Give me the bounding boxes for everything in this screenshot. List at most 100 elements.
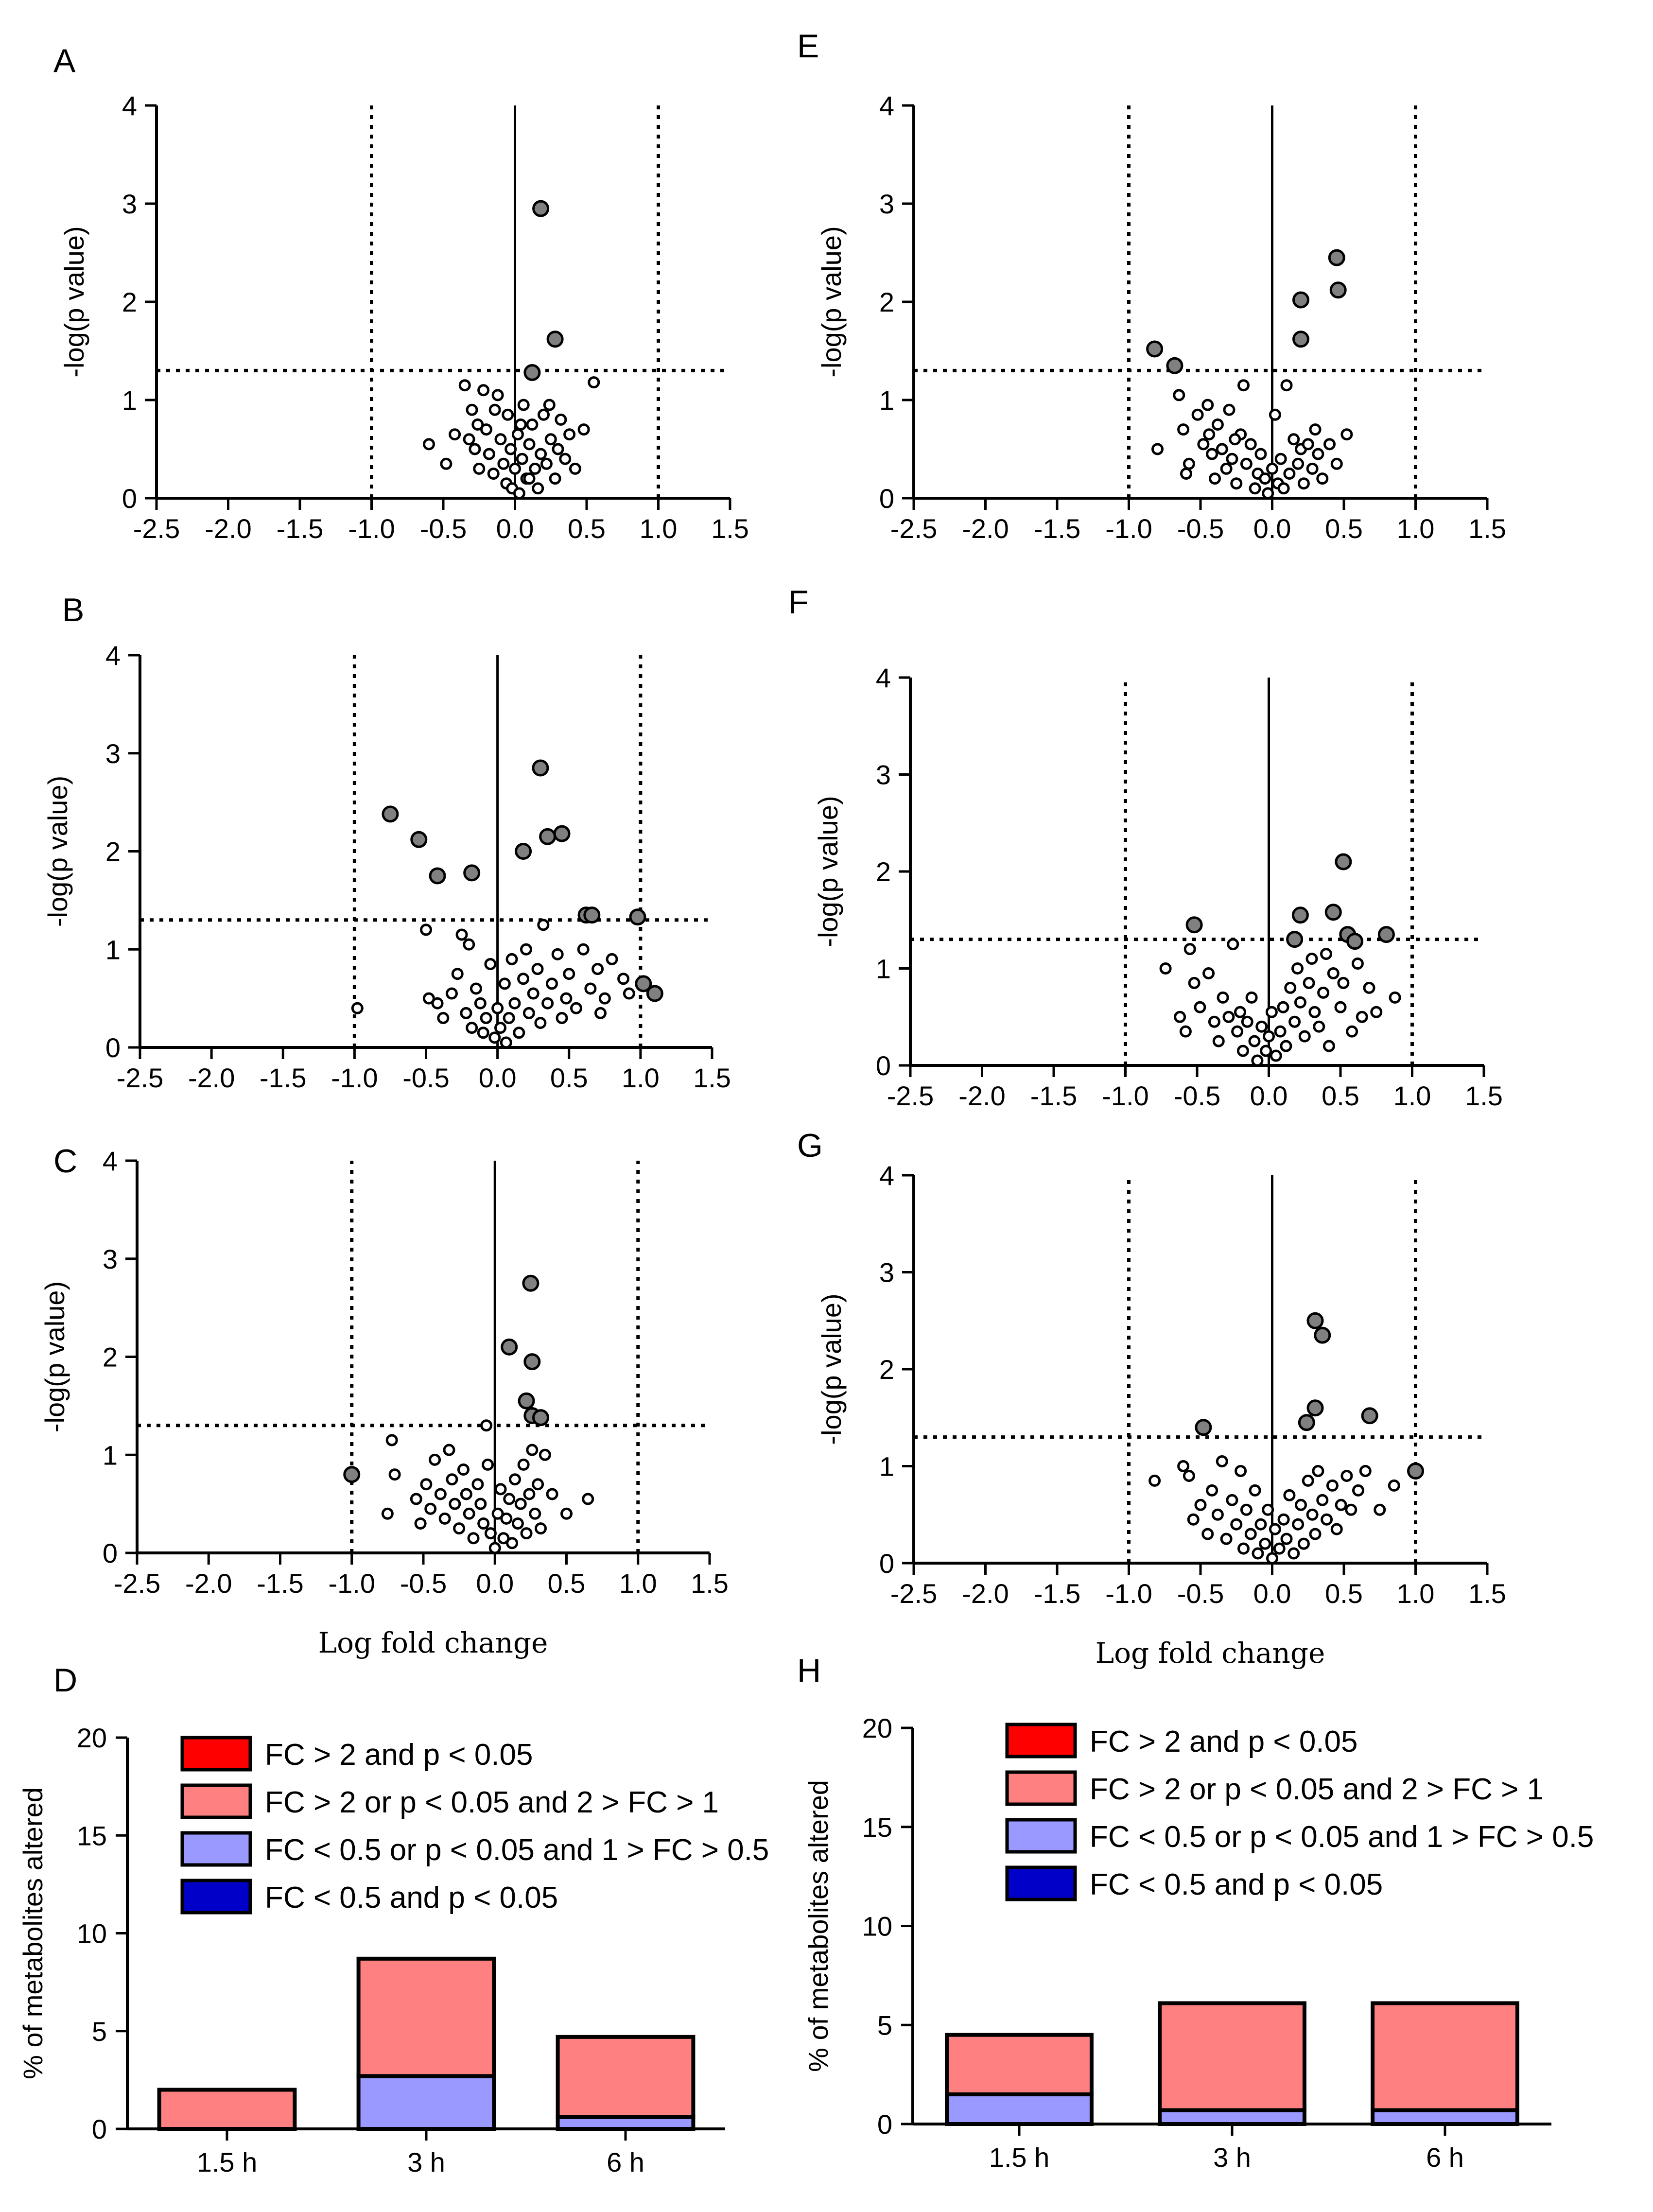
x-tick-label-c: 1.0 [619, 1568, 657, 1599]
data-point-e [1259, 472, 1271, 485]
data-point-b [488, 1031, 501, 1044]
legend-swatch-h [1005, 1770, 1077, 1806]
x-tick-label-a: -0.5 [420, 513, 467, 544]
data-point-g [1201, 1528, 1214, 1540]
data-point-b [474, 997, 487, 1010]
data-point-b [545, 977, 558, 990]
data-point-e [1330, 457, 1343, 470]
data-point-a [471, 418, 484, 431]
data-point-c [453, 1522, 466, 1535]
significant-point-b [553, 825, 571, 842]
data-point-e [1211, 418, 1224, 431]
legend-label-d: FC > 2 and p < 0.05 [265, 1738, 533, 1772]
data-point-f [1174, 1010, 1186, 1023]
x-axis-label-c: Log fold change [318, 1626, 548, 1659]
data-point-g [1177, 1460, 1190, 1472]
data-point-b [598, 992, 611, 1005]
data-point-e [1244, 438, 1257, 451]
data-point-a [469, 443, 481, 455]
data-point-a [569, 462, 581, 475]
data-point-g [1249, 1484, 1261, 1497]
data-point-a [563, 428, 576, 441]
data-point-g [1288, 1547, 1300, 1560]
data-point-e [1306, 462, 1319, 475]
y-tick-label-h: 0 [877, 2109, 892, 2140]
data-point-b [508, 997, 521, 1010]
x-tick-label-b: -0.5 [402, 1062, 450, 1093]
data-point-c [508, 1473, 521, 1486]
x-tick-label-e: -2.5 [890, 513, 938, 544]
x-tick-label-a: -1.0 [348, 513, 395, 544]
data-point-e [1220, 462, 1233, 475]
data-point-e [1280, 379, 1293, 392]
data-point-e [1203, 428, 1216, 441]
data-point-c [532, 1478, 544, 1491]
data-point-a [540, 457, 553, 470]
significant-point-a [546, 331, 564, 348]
data-point-b [623, 987, 635, 1000]
data-point-f [1183, 943, 1196, 956]
data-point-f [1322, 1040, 1335, 1052]
legend-label-h: FC > 2 or p < 0.05 and 2 > FC > 1 [1090, 1773, 1544, 1806]
data-point-a [514, 418, 527, 431]
data-point-c [497, 1532, 510, 1545]
data-point-c [457, 1463, 470, 1476]
data-point-f [1351, 958, 1364, 970]
data-point-a [473, 462, 486, 475]
data-point-e [1283, 468, 1296, 480]
data-point-f [1277, 1001, 1289, 1013]
significant-point-f [1335, 853, 1352, 871]
y-tick-label-a: 0 [122, 483, 137, 514]
x-tick-label-g: -2.0 [962, 1578, 1009, 1609]
data-point-g [1340, 1469, 1353, 1482]
data-point-c [463, 1507, 475, 1520]
legend-swatch-d [180, 1783, 252, 1819]
data-point-b [451, 968, 464, 980]
data-point-f [1313, 1020, 1325, 1033]
data-point-b [498, 977, 511, 990]
data-point-b [445, 987, 458, 1000]
data-point-a [491, 389, 504, 401]
significant-point-a [523, 364, 541, 381]
data-point-c [474, 1498, 487, 1510]
data-point-f [1356, 1010, 1368, 1023]
y-tick-label-f: 2 [876, 856, 891, 887]
x-tick-label-e: -1.0 [1105, 513, 1152, 544]
data-point-g [1277, 1513, 1290, 1526]
legend-label-h: FC > 2 and p < 0.05 [1090, 1725, 1358, 1759]
y-tick-label-a: 1 [122, 385, 137, 416]
data-point-f [1288, 1015, 1301, 1028]
x-tick-label-f: 0.0 [1250, 1080, 1288, 1111]
data-point-a [477, 384, 490, 397]
data-point-f [1370, 1006, 1383, 1018]
y-tick-label-e: 2 [879, 287, 894, 317]
y-axis-label-e: -log(p value) [816, 226, 847, 377]
data-point-g [1273, 1542, 1286, 1555]
x-tick-label-g: 0.0 [1253, 1578, 1291, 1609]
x-tick-label-a: -2.5 [133, 513, 180, 544]
panel-letter-e: E [797, 28, 819, 65]
data-point-g [1183, 1469, 1195, 1482]
data-point-a [535, 448, 547, 460]
data-point-f [1202, 967, 1215, 979]
significant-point-b [515, 843, 532, 860]
data-point-a [449, 428, 461, 441]
data-point-b [503, 1011, 515, 1024]
significant-point-b [629, 908, 646, 926]
legend-label-h: FC < 0.5 and p < 0.05 [1090, 1868, 1383, 1901]
legend-label-d: FC < 0.5 or p < 0.05 and 1 > FC > 0.5 [265, 1833, 769, 1867]
data-point-c [503, 1493, 516, 1505]
y-tick-label-h: 10 [862, 1911, 892, 1942]
significant-point-f [1377, 926, 1395, 943]
data-point-b [422, 992, 435, 1005]
x-tick-label-g: 0.5 [1325, 1578, 1363, 1609]
data-point-c [534, 1522, 547, 1535]
bar-segment-h [945, 2092, 1094, 2126]
y-tick-label-e: 1 [879, 385, 894, 416]
data-point-f [1327, 967, 1340, 979]
data-point-c [381, 1507, 394, 1520]
bar-segment-h [1371, 2108, 1519, 2126]
data-point-g [1148, 1474, 1161, 1487]
data-point-e [1277, 482, 1290, 495]
legend-label-d: FC > 2 or p < 0.05 and 2 > FC > 1 [265, 1786, 719, 1819]
